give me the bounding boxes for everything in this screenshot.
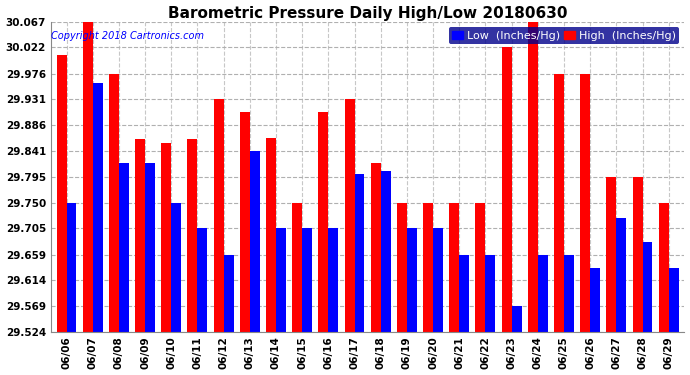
Bar	[92, 83, 103, 332]
Bar	[302, 228, 312, 332]
Bar	[161, 143, 171, 332]
Bar	[607, 177, 616, 332]
Bar	[564, 255, 574, 332]
Bar	[580, 74, 590, 332]
Bar	[590, 268, 600, 332]
Bar	[371, 163, 381, 332]
Bar	[381, 171, 391, 332]
Bar	[250, 151, 259, 332]
Bar	[276, 228, 286, 332]
Title: Barometric Pressure Daily High/Low 20180630: Barometric Pressure Daily High/Low 20180…	[168, 6, 567, 21]
Bar	[224, 255, 233, 332]
Bar	[119, 163, 129, 332]
Bar	[397, 203, 407, 332]
Bar	[66, 203, 77, 332]
Bar	[486, 255, 495, 332]
Bar	[460, 255, 469, 332]
Bar	[328, 228, 338, 332]
Bar	[433, 228, 443, 332]
Bar	[188, 139, 197, 332]
Text: Copyright 2018 Cartronics.com: Copyright 2018 Cartronics.com	[52, 31, 204, 41]
Bar	[449, 203, 460, 332]
Bar	[633, 177, 642, 332]
Bar	[135, 139, 145, 332]
Bar	[355, 174, 364, 332]
Bar	[538, 255, 548, 332]
Bar	[240, 112, 250, 332]
Bar	[554, 74, 564, 332]
Bar	[502, 47, 511, 332]
Bar	[214, 99, 224, 332]
Bar	[528, 22, 538, 332]
Bar	[318, 112, 328, 332]
Bar	[292, 203, 302, 332]
Bar	[145, 163, 155, 332]
Bar	[669, 268, 679, 332]
Bar	[57, 56, 66, 332]
Bar	[83, 22, 92, 332]
Bar	[266, 138, 276, 332]
Bar	[407, 228, 417, 332]
Bar	[171, 203, 181, 332]
Legend: Low  (Inches/Hg), High  (Inches/Hg): Low (Inches/Hg), High (Inches/Hg)	[448, 27, 679, 44]
Bar	[109, 74, 119, 332]
Bar	[511, 306, 522, 332]
Bar	[616, 217, 627, 332]
Bar	[344, 99, 355, 332]
Bar	[423, 203, 433, 332]
Bar	[642, 242, 653, 332]
Bar	[197, 228, 208, 332]
Bar	[475, 203, 486, 332]
Bar	[659, 203, 669, 332]
